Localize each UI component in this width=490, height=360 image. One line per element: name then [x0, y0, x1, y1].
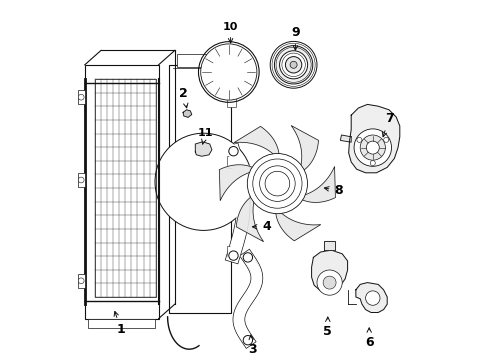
Circle shape: [78, 177, 84, 183]
Circle shape: [290, 61, 297, 68]
Circle shape: [216, 59, 242, 85]
Circle shape: [323, 276, 336, 289]
Polygon shape: [356, 283, 387, 312]
Text: 11: 11: [197, 128, 213, 144]
Circle shape: [384, 137, 389, 143]
Bar: [88, 319, 155, 328]
Circle shape: [354, 129, 392, 166]
Polygon shape: [291, 126, 318, 171]
Circle shape: [280, 51, 308, 79]
Text: 2: 2: [179, 87, 188, 108]
Polygon shape: [183, 110, 192, 117]
Polygon shape: [312, 250, 347, 292]
Circle shape: [370, 161, 375, 166]
Polygon shape: [300, 167, 335, 202]
Polygon shape: [234, 126, 279, 156]
Bar: [77, 173, 85, 187]
Polygon shape: [196, 142, 212, 156]
Text: 4: 4: [252, 220, 271, 233]
Polygon shape: [324, 241, 335, 250]
Text: 3: 3: [248, 335, 256, 356]
Bar: [227, 246, 236, 258]
Circle shape: [78, 278, 84, 284]
Text: 10: 10: [223, 22, 238, 43]
Circle shape: [78, 94, 84, 100]
Bar: [227, 94, 236, 107]
Circle shape: [367, 141, 379, 154]
Circle shape: [285, 57, 302, 73]
Bar: [77, 90, 85, 104]
Circle shape: [201, 44, 257, 100]
Bar: [77, 274, 85, 288]
Circle shape: [366, 291, 380, 305]
Bar: [176, 54, 213, 67]
Bar: [227, 156, 236, 168]
Text: 8: 8: [324, 184, 343, 197]
Polygon shape: [349, 104, 400, 173]
Polygon shape: [341, 135, 351, 142]
Polygon shape: [170, 65, 231, 313]
Circle shape: [360, 135, 386, 160]
Text: 7: 7: [382, 112, 393, 137]
Circle shape: [211, 54, 247, 90]
Text: 1: 1: [114, 311, 125, 336]
Circle shape: [243, 253, 252, 262]
Text: 9: 9: [291, 26, 300, 50]
Text: 6: 6: [365, 328, 373, 348]
Text: 5: 5: [323, 317, 332, 338]
Circle shape: [222, 65, 236, 79]
Polygon shape: [236, 196, 264, 242]
Circle shape: [243, 336, 252, 345]
Circle shape: [229, 147, 238, 156]
Circle shape: [317, 270, 342, 295]
Circle shape: [205, 48, 253, 96]
Circle shape: [155, 133, 252, 230]
Circle shape: [274, 46, 313, 84]
Circle shape: [357, 137, 362, 143]
Polygon shape: [220, 165, 255, 201]
Polygon shape: [275, 211, 320, 241]
Circle shape: [229, 251, 238, 260]
Circle shape: [247, 153, 308, 214]
Circle shape: [270, 41, 317, 88]
